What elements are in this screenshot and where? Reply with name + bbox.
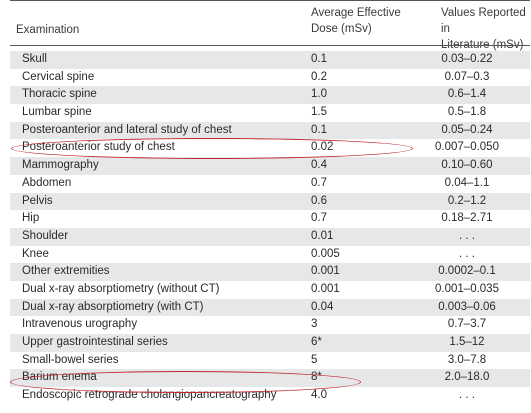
table-body: Skull 0.1 0.03–0.22 Cervical spine 0.2 0.07–0…	[10, 51, 530, 405]
cell-average-dose: 3	[311, 318, 318, 331]
cell-average-dose: 0.001	[311, 282, 340, 295]
table-row: Dual x-ray absorptiometry (without CT) 0.…	[10, 281, 530, 299]
cell-average-dose: 5	[311, 353, 318, 366]
table-row: Other extremities 0.001 0.0002–0.1	[10, 263, 530, 281]
cell-average-dose: 1.0	[311, 88, 327, 101]
cell-average-dose: 0.6	[311, 194, 327, 207]
cell-average-dose: 0.01	[311, 229, 334, 242]
table-row: Abdomen 0.7 0.04–1.1	[10, 175, 530, 193]
table-row: Skull 0.1 0.03–0.22	[10, 51, 530, 69]
cell-literature-values: 0.7–3.7	[447, 318, 487, 331]
cell-average-dose: 1.5	[311, 106, 327, 119]
cell-average-dose: 0.001	[311, 265, 340, 278]
table-header: Examination Average Effective Dose (mSv)…	[0, 0, 531, 51]
highlight-oval-barium-enema	[10, 371, 361, 393]
cell-literature-values: . . .	[459, 247, 475, 260]
cell-literature-values: 0.04–1.1	[444, 176, 490, 189]
cell-examination: Cervical spine	[22, 70, 95, 83]
cell-literature-values: 0.0002–0.1	[438, 265, 496, 278]
cell-literature-values: 2.0–18.0	[444, 371, 490, 384]
highlight-oval-posteroanterior-chest	[11, 138, 413, 159]
cell-literature-values: 0.2–1.2	[447, 194, 487, 207]
cell-average-dose: 6*	[311, 336, 322, 348]
cell-average-dose: 0.7	[311, 176, 327, 189]
cell-average-dose: 0.04	[311, 300, 334, 313]
table-row: Mammography 0.4 0.10–0.60	[10, 157, 530, 175]
table-row: Shoulder 0.01 . . .	[10, 227, 530, 246]
cell-examination: Skull	[22, 53, 47, 65]
cell-examination: Shoulder	[22, 229, 69, 242]
cell-literature-values: . . .	[459, 229, 475, 242]
cell-literature-values: 0.003–0.06	[438, 300, 496, 313]
cell-examination: Other extremities	[22, 265, 110, 278]
table-row: Upper gastrointestinal series 6* 1.5–12	[10, 334, 530, 352]
cell-literature-values: 0.001–0.035	[435, 282, 499, 295]
cell-average-dose: 0.4	[311, 159, 327, 172]
cell-examination: Upper gastrointestinal series	[22, 336, 168, 348]
cell-average-dose: 0.1	[311, 123, 327, 136]
table-row: Intravenous urography 3 0.7–3.7	[10, 316, 530, 334]
cell-examination: Dual x-ray absorptiometry (without CT)	[22, 282, 220, 295]
table-row: Pelvis 0.6 0.2–1.2	[10, 192, 530, 211]
cell-literature-values: 0.5–1.8	[447, 106, 487, 119]
cell-examination: Posteroanterior and lateral study of che…	[22, 123, 232, 136]
cell-literature-values: . . .	[459, 389, 475, 402]
table-row: Cervical spine 0.2 0.07–0.3	[10, 69, 530, 87]
cell-literature-values: 0.07–0.3	[444, 70, 490, 83]
cell-examination: Lumbar spine	[22, 106, 92, 119]
table-row: Lumbar spine 1.5 0.5–1.8	[10, 104, 530, 122]
header-average-dose: Average Effective Dose (mSv)	[311, 7, 401, 35]
header-bottom-rule	[10, 45, 530, 46]
cell-examination: Dual x-ray absorptiometry (with CT)	[22, 300, 204, 313]
table-row: Dual x-ray absorptiometry (with CT) 0.04 0…	[10, 298, 530, 317]
cell-average-dose: 0.1	[311, 53, 327, 65]
cell-average-dose: 0.7	[311, 212, 327, 225]
cell-literature-values: 1.5–12	[449, 336, 485, 348]
header-top-rule	[10, 0, 530, 1]
cell-examination: Intravenous urography	[22, 318, 138, 331]
cell-literature-values: 0.10–0.60	[441, 159, 493, 172]
cell-literature-values: 0.6–1.4	[447, 88, 487, 101]
cell-examination: Knee	[22, 247, 49, 260]
cell-literature-values: 0.18–2.71	[441, 212, 493, 225]
cell-average-dose: 0.005	[311, 247, 340, 260]
cell-literature-values: 3.0–7.8	[447, 353, 487, 366]
cell-examination: Abdomen	[22, 176, 72, 189]
cell-examination: Thoracic spine	[22, 88, 97, 101]
cell-examination: Small-bowel series	[22, 353, 119, 366]
cell-literature-values: 0.05–0.24	[441, 123, 493, 136]
table-row: Hip 0.7 0.18–2.71	[10, 210, 530, 228]
cell-literature-values: 0.03–0.22	[441, 53, 493, 65]
cell-examination: Mammography	[22, 159, 99, 172]
cell-average-dose: 4.0	[311, 389, 327, 402]
table-row: Small-bowel series 5 3.0–7.8	[10, 352, 530, 370]
table-row: Posteroanterior and lateral study of che…	[10, 121, 530, 140]
header-examination: Examination	[16, 24, 80, 36]
cell-examination: Hip	[22, 212, 40, 225]
cell-average-dose: 0.2	[311, 70, 327, 83]
table-row: Knee 0.005 . . .	[10, 246, 530, 264]
cell-examination: Pelvis	[22, 194, 53, 207]
cell-literature-values: 0.007–0.050	[435, 141, 499, 154]
table-row: Thoracic spine 1.0 0.6–1.4	[10, 86, 530, 105]
